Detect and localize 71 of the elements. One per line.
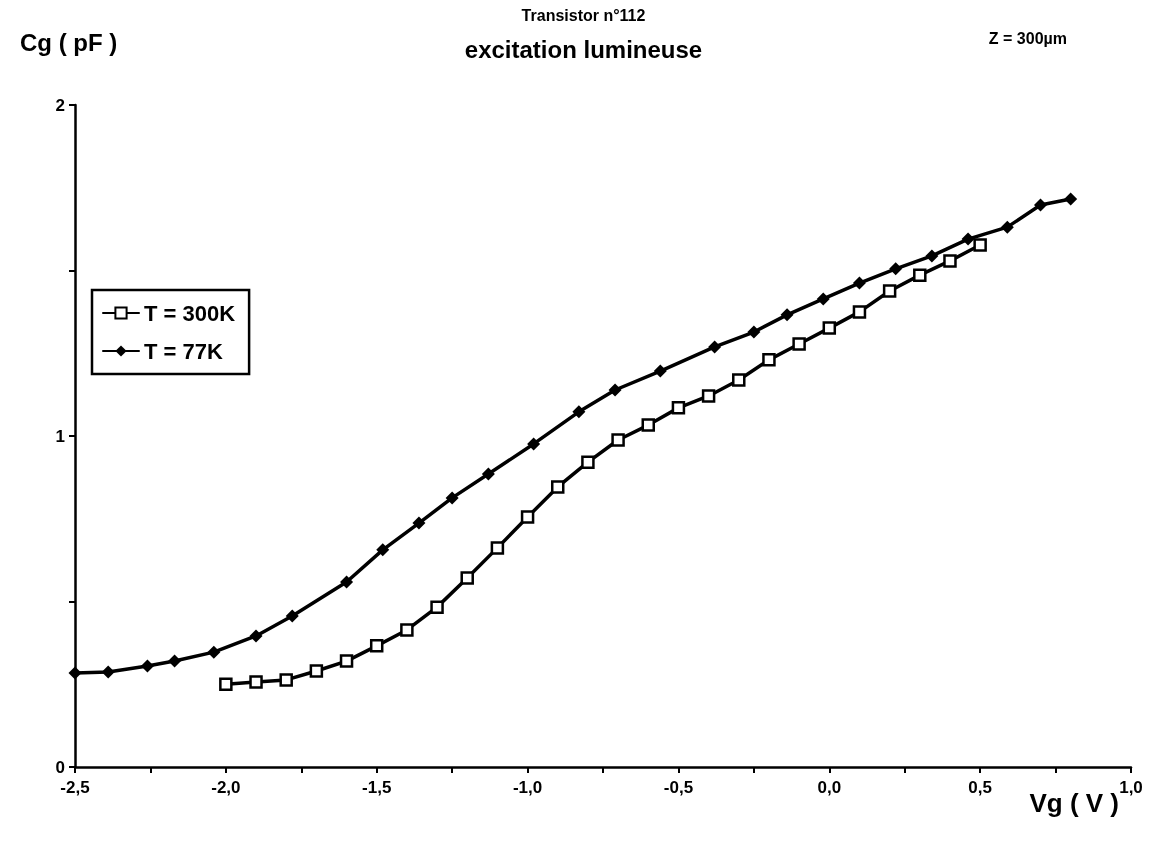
chart-subtitle: excitation lumineuse <box>464 35 703 63</box>
point <box>369 639 384 653</box>
point <box>1033 198 1047 212</box>
y-tick-label: 1 <box>55 426 65 446</box>
y-axis-title: Cg ( pF ) <box>20 28 118 56</box>
x-tick-label: 0,0 <box>817 778 842 797</box>
point <box>168 654 182 668</box>
point <box>400 623 414 637</box>
point <box>961 232 975 246</box>
point <box>1000 220 1014 234</box>
point <box>708 340 722 354</box>
point <box>641 418 656 432</box>
x-tick-label: 0,5 <box>968 778 992 797</box>
point <box>490 541 505 555</box>
point <box>816 292 830 306</box>
point <box>572 405 586 419</box>
x-tick-label: -1,5 <box>362 778 392 797</box>
point <box>339 654 354 668</box>
point <box>671 401 686 415</box>
point <box>309 664 324 678</box>
x-tick-label: -2,0 <box>211 778 241 797</box>
point <box>925 249 939 263</box>
y-tick-label: 2 <box>55 95 65 115</box>
point <box>852 276 866 290</box>
point <box>1064 192 1078 206</box>
point <box>792 337 806 351</box>
point <box>412 516 426 530</box>
chart-title: Transistor n°112 <box>521 6 646 24</box>
point <box>611 433 625 447</box>
x-tick-label: -1,0 <box>512 778 543 797</box>
point <box>581 455 595 469</box>
point <box>249 675 263 689</box>
point <box>608 383 622 397</box>
point <box>140 659 154 673</box>
point <box>68 666 82 680</box>
x-tick-label: -0,5 <box>663 778 694 797</box>
point <box>430 600 444 614</box>
point <box>445 491 459 505</box>
point <box>460 571 474 585</box>
point <box>732 373 746 387</box>
point <box>285 609 299 623</box>
point <box>520 510 535 524</box>
point <box>889 262 903 276</box>
point <box>527 437 541 451</box>
point <box>747 325 761 339</box>
point <box>973 238 987 252</box>
point <box>340 575 354 589</box>
point <box>882 284 897 298</box>
point <box>701 389 716 403</box>
point <box>376 543 390 557</box>
point <box>101 665 115 679</box>
point <box>279 673 293 687</box>
point <box>762 353 776 367</box>
point <box>852 305 867 319</box>
point <box>943 254 957 268</box>
point <box>653 364 667 378</box>
text: Z = 300µm <box>988 29 1068 47</box>
point <box>822 321 837 335</box>
point <box>481 467 495 481</box>
x-tick-label: 1,0 <box>1119 778 1143 797</box>
y-tick-label: 0 <box>55 757 65 777</box>
point <box>249 629 263 643</box>
x-tick-label: -2,5 <box>60 778 90 797</box>
point <box>780 308 794 322</box>
point <box>219 677 233 691</box>
legend-label: T = 300K <box>144 300 236 326</box>
point <box>207 645 221 659</box>
x-axis-title: Vg ( V ) <box>1029 788 1120 818</box>
point <box>550 480 565 494</box>
point <box>913 268 927 282</box>
legend-label: T = 77K <box>144 338 223 364</box>
